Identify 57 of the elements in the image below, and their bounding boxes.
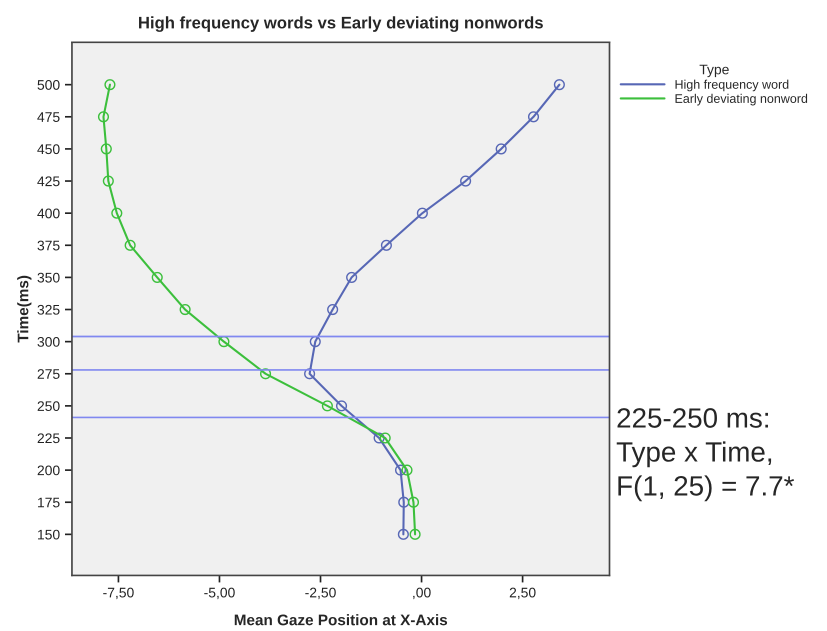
point xyxy=(408,496,420,508)
y-tick-label: 425 xyxy=(37,176,60,186)
y-tick-label: 225 xyxy=(38,433,60,444)
point xyxy=(380,240,392,251)
y-axis-title: Time(ms) xyxy=(17,276,32,343)
point xyxy=(416,208,428,219)
point xyxy=(111,208,122,219)
y-tick-label: 375 xyxy=(38,240,60,250)
point xyxy=(460,175,472,187)
x-tick-label: 2,50 xyxy=(510,588,536,600)
point xyxy=(322,400,333,412)
legend-title: Type xyxy=(700,64,729,78)
y-tick-label: 150 xyxy=(38,530,60,540)
point xyxy=(398,528,409,540)
point xyxy=(260,368,272,380)
point xyxy=(98,111,110,122)
y-tick-label: 350 xyxy=(38,272,60,283)
y-tick-label: 250 xyxy=(38,401,60,412)
point xyxy=(152,272,163,283)
y-tick-label: 500 xyxy=(38,80,60,90)
x-tick-label: ,00 xyxy=(413,588,431,600)
point xyxy=(554,79,565,90)
point xyxy=(336,400,348,412)
point xyxy=(218,336,230,348)
chart-title: High frequency words vs Early deviating nonwords xyxy=(139,16,543,32)
point xyxy=(401,464,413,476)
text: 225-250 ms: Type x Time, F(1, 25) = 7.7* xyxy=(616,408,794,502)
y-tick-label: 450 xyxy=(37,144,60,154)
point xyxy=(100,143,112,154)
point xyxy=(304,368,316,380)
point xyxy=(346,272,358,283)
y-tick-label: 200 xyxy=(38,465,60,476)
point xyxy=(327,304,338,316)
legend-label: High frequency word xyxy=(676,80,788,92)
point xyxy=(124,240,136,251)
y-tick-label: 325 xyxy=(38,304,60,315)
y-tick-label: 400 xyxy=(37,208,60,218)
point xyxy=(380,432,391,444)
point xyxy=(310,336,321,348)
point xyxy=(374,432,385,444)
legend-label: Early deviating nonword xyxy=(676,94,808,106)
x-tick-label: -5,00 xyxy=(204,588,235,600)
point xyxy=(496,143,507,154)
point xyxy=(394,464,406,476)
x-tick-label: -7,50 xyxy=(103,588,134,600)
y-tick-label: 300 xyxy=(38,336,60,347)
x-tick-label: -2,50 xyxy=(305,588,336,600)
x-axis-title: Mean Gaze Position at X-Axis xyxy=(234,614,448,626)
y-tick-label: 275 xyxy=(38,369,60,379)
point xyxy=(104,79,116,90)
y-tick-label: 175 xyxy=(38,498,60,508)
point xyxy=(180,304,191,316)
point xyxy=(398,496,410,508)
point xyxy=(410,528,421,540)
point xyxy=(102,175,114,187)
y-tick-label: 475 xyxy=(37,112,60,122)
point xyxy=(528,111,540,122)
